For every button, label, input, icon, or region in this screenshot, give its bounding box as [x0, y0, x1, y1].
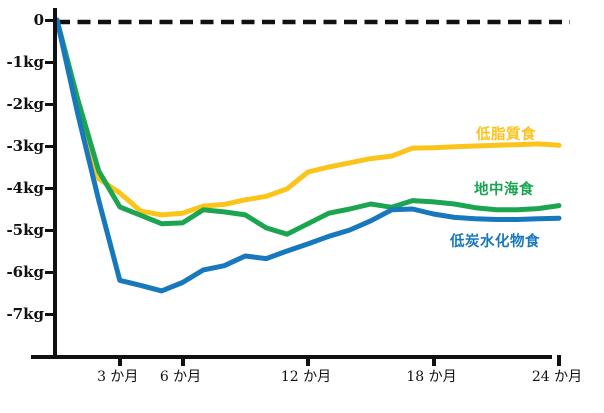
x-tick-label: 3 か月	[97, 369, 139, 385]
y-tick	[45, 61, 55, 64]
y-tick-label: -1kg	[6, 53, 44, 71]
x-tick-label: 18 か月	[406, 369, 457, 385]
series-line-low_carb	[54, 17, 562, 294]
y-tick-label: -2kg	[6, 95, 44, 113]
x-tick	[117, 355, 122, 366]
series-label-low-carb: 低炭水化物食	[450, 234, 540, 250]
x-tick-label: 24 か月	[531, 369, 583, 385]
y-tick-label: 0	[33, 11, 44, 29]
y-tick	[45, 145, 55, 148]
x-tick	[180, 355, 185, 366]
series-line-low_fat	[54, 17, 562, 218]
y-tick-label: -7kg	[6, 305, 44, 323]
y-tick-label: -3kg	[6, 137, 44, 155]
x-tick-label: 12 か月	[280, 369, 332, 385]
y-tick-label: -5kg	[6, 221, 44, 239]
y-tick	[45, 19, 55, 22]
series-line-mediterranean	[54, 17, 562, 237]
y-tick	[45, 271, 55, 274]
y-tick	[45, 187, 55, 190]
x-tick	[557, 355, 561, 366]
y-tick	[45, 229, 55, 232]
y-axis-line	[53, 8, 57, 357]
y-tick	[45, 103, 55, 106]
x-tick	[306, 355, 310, 366]
y-tick	[45, 313, 55, 316]
x-tick-label: 6 か月	[159, 369, 202, 385]
y-tick-label: -6kg	[6, 263, 44, 281]
y-tick-label: -4kg	[6, 179, 44, 197]
x-tick	[431, 355, 436, 366]
x-axis-line	[31, 355, 552, 359]
series-label-low-fat: 低脂質食	[476, 127, 536, 143]
series-label-mediterranean: 地中海食	[474, 182, 534, 198]
